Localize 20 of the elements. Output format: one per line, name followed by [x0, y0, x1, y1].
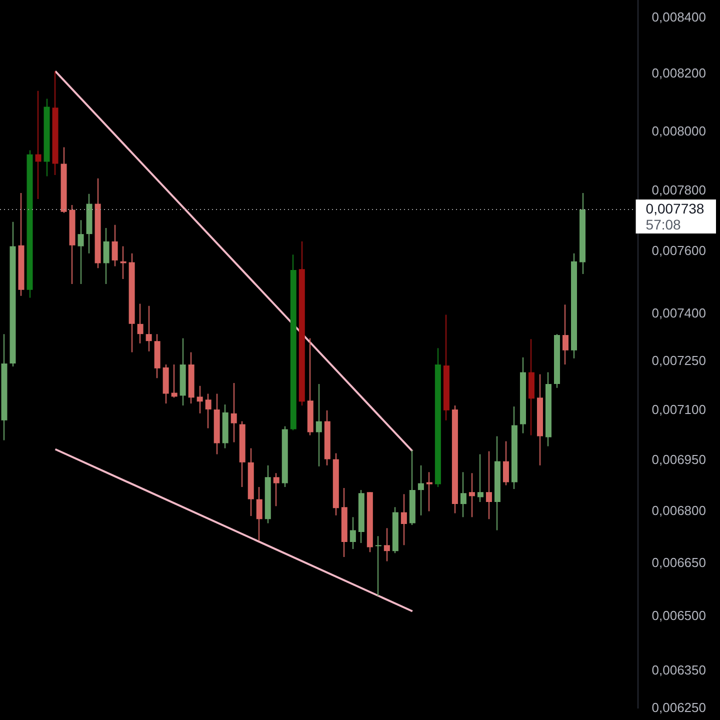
y-tick-label: 0,007400	[652, 305, 706, 320]
y-tick-label: 0,006800	[652, 502, 706, 518]
y-tick-label: 0,006250	[652, 700, 706, 715]
y-tick-label: 0,008000	[652, 123, 706, 138]
y-tick-label: 0,007250	[652, 353, 706, 368]
candlestick	[468, 473, 475, 518]
y-tick-label: 0,007600	[652, 243, 706, 258]
candlestick	[375, 536, 382, 596]
y-tick-label: 0,006650	[652, 554, 706, 570]
y-tick-label: 0,006500	[652, 608, 706, 624]
y-tick-label: 0,008400	[652, 9, 706, 24]
y-tick-label: 0,008200	[652, 66, 706, 81]
y-tick-label: 0,007100	[652, 402, 706, 418]
ref-line-label: 0,007738	[646, 200, 704, 216]
candlestick	[35, 90, 42, 199]
y-tick-label: 0,007800	[652, 182, 706, 198]
y-tick-label: 0,006950	[652, 452, 706, 467]
candlestick	[426, 472, 432, 512]
text: 57:08	[646, 216, 682, 232]
y-tick-label: 0,006350	[652, 662, 706, 678]
